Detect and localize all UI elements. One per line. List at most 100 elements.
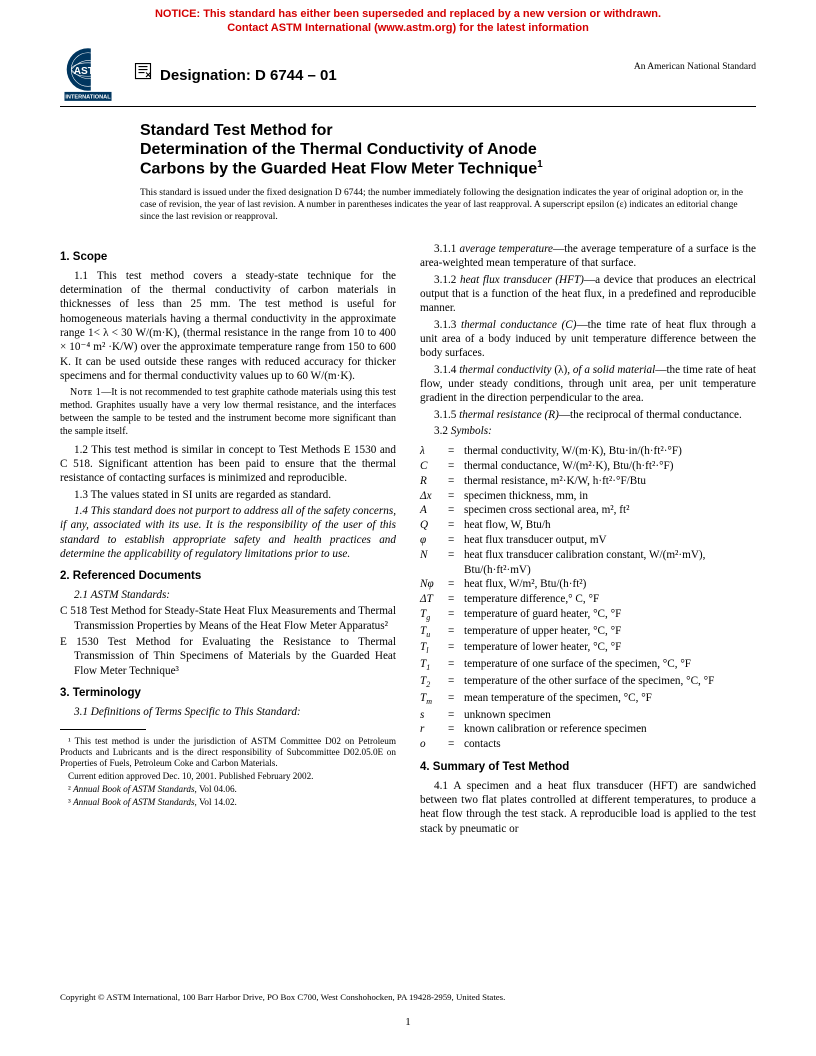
- page-number: 1: [0, 1016, 816, 1028]
- symbol-row: A=specimen cross sectional area, m², ft²: [420, 503, 756, 518]
- equals: =: [448, 657, 464, 674]
- scope-note1: Nᴏᴛᴇ 1—It is not recommended to test gra…: [60, 387, 396, 438]
- symbol-row: Nφ=heat flux, W/m², Btu/(h·ft²): [420, 577, 756, 592]
- symbol-row: Tg=temperature of guard heater, °C, °F: [420, 607, 756, 624]
- symbol-row: φ=heat flux transducer output, mV: [420, 533, 756, 548]
- symbol: Tg: [420, 607, 448, 624]
- symbol: Q: [420, 518, 448, 533]
- symbol: C: [420, 459, 448, 474]
- equals: =: [448, 674, 464, 691]
- symbol-row: o=contacts: [420, 737, 756, 752]
- header-row: ASTM INTERNATIONAL Designation: D 6744 –…: [0, 40, 816, 102]
- scope-1-4: 1.4 This standard does not purport to ad…: [60, 504, 396, 561]
- equals: =: [448, 592, 464, 607]
- symbol: Δx: [420, 489, 448, 504]
- symbol-def: specimen cross sectional area, m², ft²: [464, 503, 756, 518]
- symbol-def: temperature of guard heater, °C, °F: [464, 607, 756, 624]
- symbol-def: mean temperature of the specimen, °C, °F: [464, 691, 756, 708]
- equals: =: [448, 607, 464, 624]
- refs-sub: 2.1 ASTM Standards:: [60, 588, 396, 602]
- symbol-def: temperature of lower heater, °C, °F: [464, 640, 756, 657]
- symbol-row: s=unknown specimen: [420, 708, 756, 723]
- symbol: o: [420, 737, 448, 752]
- svg-text:INTERNATIONAL: INTERNATIONAL: [65, 94, 111, 100]
- symbol-row: ΔT=temperature difference,° C, °F: [420, 592, 756, 607]
- term-314: 3.1.4 thermal conductivity (λ), of a sol…: [420, 363, 756, 406]
- equals: =: [448, 577, 464, 592]
- equals: =: [448, 518, 464, 533]
- symbol-row: R=thermal resistance, m²·K/W, h·ft²·°F/B…: [420, 474, 756, 489]
- refs-head: 2. Referenced Documents: [60, 569, 396, 584]
- equals: =: [448, 489, 464, 504]
- symbol-def: heat flux, W/m², Btu/(h·ft²): [464, 577, 756, 592]
- symbol-def: thermal resistance, m²·K/W, h·ft²·°F/Btu: [464, 474, 756, 489]
- symbol-def: temperature of the other surface of the …: [464, 674, 756, 691]
- symbol-row: λ=thermal conductivity, W/(m·K), Btu·in/…: [420, 444, 756, 459]
- symbol-def: heat flux transducer calibration constan…: [464, 548, 756, 578]
- symbol-def: temperature difference,° C, °F: [464, 592, 756, 607]
- symbol: T2: [420, 674, 448, 691]
- equals: =: [448, 624, 464, 641]
- term-312: 3.1.2 heat flux transducer (HFT)—a devic…: [420, 273, 756, 316]
- symbol-row: Δx=specimen thickness, mm, in: [420, 489, 756, 504]
- column-right: 3.1.1 average temperature—the average te…: [420, 242, 756, 838]
- symbol-row: Q=heat flow, W, Btu/h: [420, 518, 756, 533]
- symbol: λ: [420, 444, 448, 459]
- summary-4-1: 4.1 A specimen and a heat flux transduce…: [420, 779, 756, 836]
- symbol-row: T2=temperature of the other surface of t…: [420, 674, 756, 691]
- symbol-def: thermal conductance, W/(m²·K), Btu/(h·ft…: [464, 459, 756, 474]
- symbol: ΔT: [420, 592, 448, 607]
- equals: =: [448, 737, 464, 752]
- issued-note: This standard is issued under the fixed …: [140, 188, 756, 224]
- notice-line2: Contact ASTM International (www.astm.org…: [227, 22, 589, 34]
- column-left: 1. Scope 1.1 This test method covers a s…: [60, 242, 396, 838]
- scope-1-3: 1.3 The values stated in SI units are re…: [60, 488, 396, 502]
- symbol: Tl: [420, 640, 448, 657]
- copyright-line: Copyright © ASTM International, 100 Barr…: [60, 992, 756, 1002]
- symbol-def: contacts: [464, 737, 756, 752]
- symbol-def: thermal conductivity, W/(m·K), Btu·in/(h…: [464, 444, 756, 459]
- notice-banner: NOTICE: This standard has either been su…: [0, 0, 816, 40]
- scope-1-2: 1.2 This test method is similar in conce…: [60, 443, 396, 486]
- summary-head: 4. Summary of Test Method: [420, 760, 756, 775]
- title-block: Standard Test Method for Determination o…: [140, 121, 756, 179]
- symbols-table: λ=thermal conductivity, W/(m·K), Btu·in/…: [420, 444, 756, 752]
- symbol-row: Tm=mean temperature of the specimen, °C,…: [420, 691, 756, 708]
- equals: =: [448, 640, 464, 657]
- equals: =: [448, 474, 464, 489]
- symbol-row: r=known calibration or reference specime…: [420, 722, 756, 737]
- symbol-def: temperature of upper heater, °C, °F: [464, 624, 756, 641]
- equals: =: [448, 533, 464, 548]
- title-line1: Standard Test Method for: [140, 122, 333, 139]
- symbol-def: temperature of one surface of the specim…: [464, 657, 756, 674]
- term-313: 3.1.3 thermal conductance (C)—the time r…: [420, 318, 756, 361]
- equals: =: [448, 503, 464, 518]
- equals: =: [448, 708, 464, 723]
- symbol: r: [420, 722, 448, 737]
- symbol-row: T1=temperature of one surface of the spe…: [420, 657, 756, 674]
- equals: =: [448, 444, 464, 459]
- designation: Designation: D 6744 – 01: [134, 46, 337, 84]
- symbol: φ: [420, 533, 448, 548]
- title-line2: Determination of the Thermal Conductivit…: [140, 141, 537, 158]
- footnote-2-text: ² Annual Book of ASTM Standards, Vol 04.…: [68, 784, 237, 794]
- term-sub: 3.1 Definitions of Terms Specific to Thi…: [60, 705, 396, 719]
- footnote-3-text: ³ Annual Book of ASTM Standards, Vol 14.…: [68, 797, 237, 807]
- symbol-row: N=heat flux transducer calibration const…: [420, 548, 756, 578]
- symbol: R: [420, 474, 448, 489]
- symbol: Nφ: [420, 577, 448, 592]
- scope-1-1: 1.1 This test method covers a steady-sta…: [60, 269, 396, 384]
- footnote-3: ³ Annual Book of ASTM Standards, Vol 14.…: [60, 797, 396, 808]
- symbol-row: Tl=temperature of lower heater, °C, °F: [420, 640, 756, 657]
- symbol-def: heat flux transducer output, mV: [464, 533, 756, 548]
- ref-e1530: E 1530 Test Method for Evaluating the Re…: [74, 635, 396, 678]
- ref-c518: C 518 Test Method for Steady-State Heat …: [74, 604, 396, 633]
- refs-list: C 518 Test Method for Steady-State Heat …: [60, 604, 396, 678]
- equals: =: [448, 691, 464, 708]
- designation-text: Designation: D 6744 – 01: [160, 67, 337, 84]
- symbol: T1: [420, 657, 448, 674]
- symbol: Tu: [420, 624, 448, 641]
- symbol: Tm: [420, 691, 448, 708]
- body-columns: 1. Scope 1.1 This test method covers a s…: [0, 224, 816, 838]
- notice-line1: NOTICE: This standard has either been su…: [155, 8, 661, 20]
